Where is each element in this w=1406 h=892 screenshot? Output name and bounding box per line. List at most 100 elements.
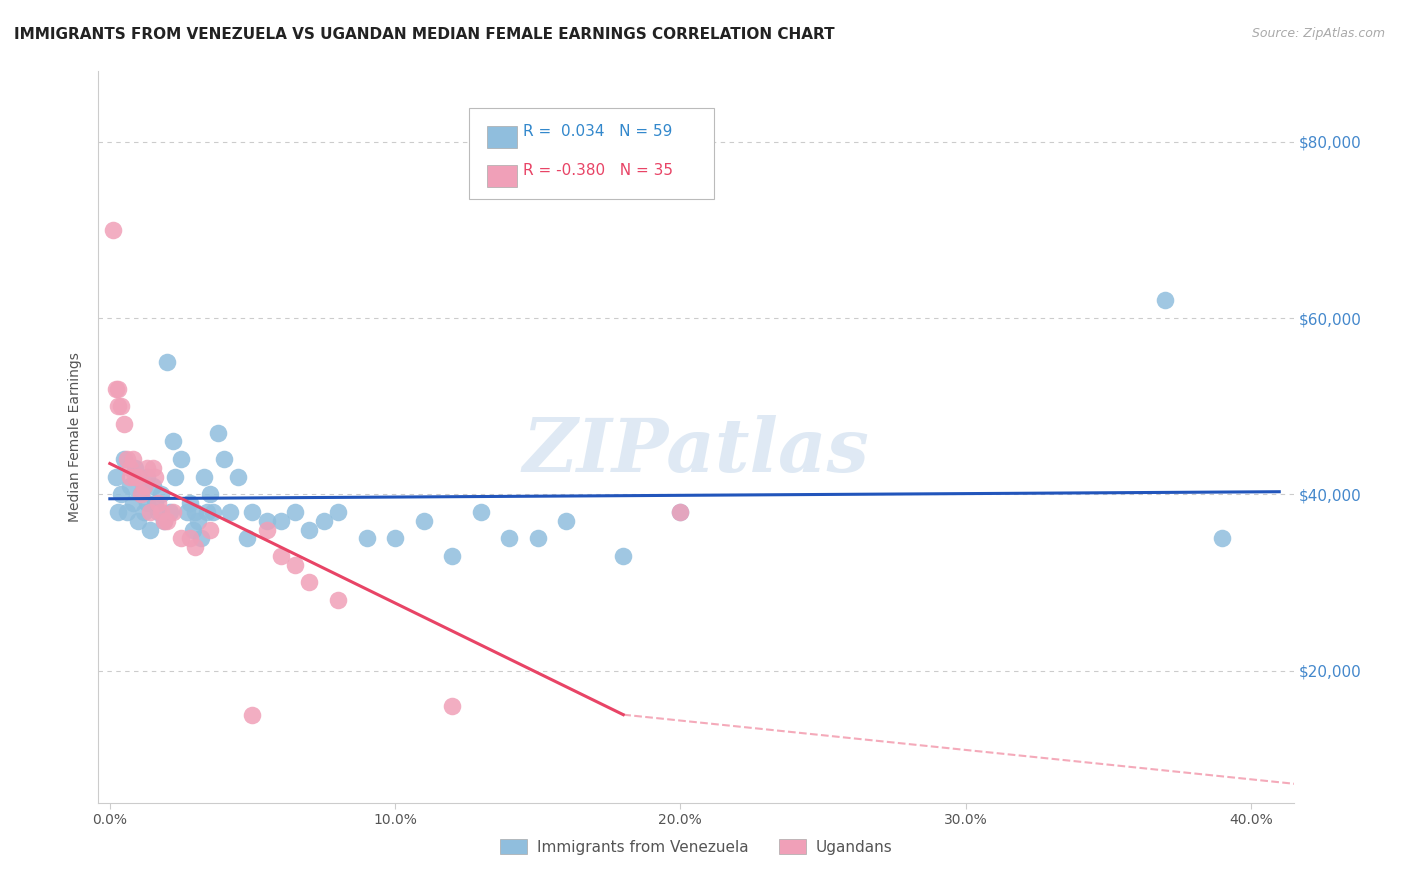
Point [132,505,155,519]
Point [326,505,349,519]
FancyBboxPatch shape [470,108,714,200]
Point [104,382,127,396]
Text: Source: ZipAtlas.com: Source: ZipAtlas.com [1251,27,1385,40]
Point [139,523,162,537]
Point [242,707,264,722]
Point [165,469,187,483]
Point [270,514,292,528]
Point [135,469,157,483]
Point [139,505,162,519]
Point [256,514,278,528]
Point [412,514,434,528]
Point [142,461,165,475]
Point [441,698,464,713]
Point [124,469,146,483]
Point [115,505,138,519]
Point [153,514,176,528]
Point [132,478,155,492]
Point [115,452,138,467]
Point [127,469,149,483]
Point [110,487,132,501]
Point [110,399,132,413]
Point [107,382,129,396]
Point [184,505,207,519]
Point [145,469,167,483]
Point [118,461,141,475]
Point [181,523,204,537]
Point [162,505,184,519]
Point [107,399,129,413]
Point [135,461,157,475]
Point [198,523,221,537]
FancyBboxPatch shape [486,126,517,148]
Point [162,434,184,449]
Point [150,505,173,519]
Point [129,487,152,501]
Point [226,469,249,483]
Point [218,505,240,519]
Y-axis label: Median Female Earnings: Median Female Earnings [69,352,83,522]
Point [669,505,692,519]
Point [150,487,173,501]
Point [235,532,257,546]
Point [212,452,235,467]
Point [555,514,578,528]
Point [498,532,520,546]
Point [145,496,167,510]
Point [124,461,146,475]
Text: IMMIGRANTS FROM VENEZUELA VS UGANDAN MEDIAN FEMALE EARNINGS CORRELATION CHART: IMMIGRANTS FROM VENEZUELA VS UGANDAN MED… [14,27,835,42]
Text: ZIPatlas: ZIPatlas [523,416,869,488]
Point [187,514,209,528]
Point [526,532,548,546]
Point [118,478,141,492]
Point [256,523,278,537]
Point [470,505,492,519]
Point [198,487,221,501]
Text: R = -0.380   N = 35: R = -0.380 N = 35 [523,163,672,178]
Point [148,505,170,519]
Text: R =  0.034   N = 59: R = 0.034 N = 59 [523,124,672,139]
Point [107,505,129,519]
Point [142,478,165,492]
FancyBboxPatch shape [486,165,517,187]
Point [179,496,201,510]
Point [612,549,634,563]
Point [193,469,215,483]
Point [207,425,229,440]
Legend: Immigrants from Venezuela, Ugandans: Immigrants from Venezuela, Ugandans [494,833,898,861]
Point [298,575,321,590]
Point [127,514,149,528]
Point [284,558,307,572]
Point [132,478,155,492]
Point [312,514,335,528]
Point [159,505,181,519]
Point [184,540,207,554]
Point [356,532,378,546]
Point [112,452,135,467]
Point [170,452,193,467]
Point [669,505,692,519]
Point [148,496,170,510]
Point [153,514,176,528]
Point [326,593,349,607]
Point [176,505,198,519]
Point [121,496,143,510]
Point [129,487,152,501]
Point [195,505,218,519]
Point [242,505,264,519]
Point [156,355,179,369]
Point [384,532,406,546]
Point [1154,293,1177,308]
Point [121,452,143,467]
Point [190,532,212,546]
Point [135,496,157,510]
Point [284,505,307,519]
Point [298,523,321,537]
Point [441,549,464,563]
Point [201,505,224,519]
Point [270,549,292,563]
Point [170,532,193,546]
Point [101,223,124,237]
Point [112,417,135,431]
Point [118,469,141,483]
